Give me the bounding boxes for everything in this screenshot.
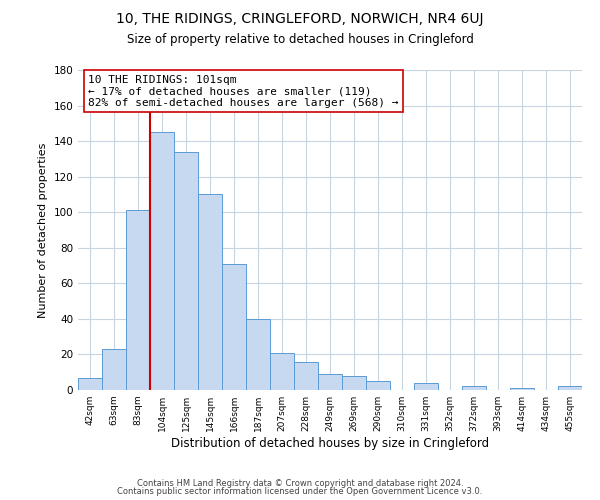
- Bar: [294, 362, 318, 390]
- Bar: [558, 386, 582, 390]
- Bar: [342, 376, 366, 390]
- X-axis label: Distribution of detached houses by size in Cringleford: Distribution of detached houses by size …: [171, 437, 489, 450]
- Bar: [366, 381, 390, 390]
- Text: Contains public sector information licensed under the Open Government Licence v3: Contains public sector information licen…: [118, 487, 482, 496]
- Bar: [102, 349, 126, 390]
- Bar: [510, 388, 534, 390]
- Bar: [150, 132, 174, 390]
- Bar: [126, 210, 150, 390]
- Text: Size of property relative to detached houses in Cringleford: Size of property relative to detached ho…: [127, 32, 473, 46]
- Bar: [222, 264, 246, 390]
- Bar: [414, 383, 438, 390]
- Bar: [462, 386, 486, 390]
- Y-axis label: Number of detached properties: Number of detached properties: [38, 142, 48, 318]
- Bar: [174, 152, 198, 390]
- Bar: [198, 194, 222, 390]
- Bar: [78, 378, 102, 390]
- Text: 10 THE RIDINGS: 101sqm
← 17% of detached houses are smaller (119)
82% of semi-de: 10 THE RIDINGS: 101sqm ← 17% of detached…: [88, 75, 398, 108]
- Text: Contains HM Land Registry data © Crown copyright and database right 2024.: Contains HM Land Registry data © Crown c…: [137, 478, 463, 488]
- Bar: [246, 319, 270, 390]
- Bar: [270, 352, 294, 390]
- Text: 10, THE RIDINGS, CRINGLEFORD, NORWICH, NR4 6UJ: 10, THE RIDINGS, CRINGLEFORD, NORWICH, N…: [116, 12, 484, 26]
- Bar: [318, 374, 342, 390]
